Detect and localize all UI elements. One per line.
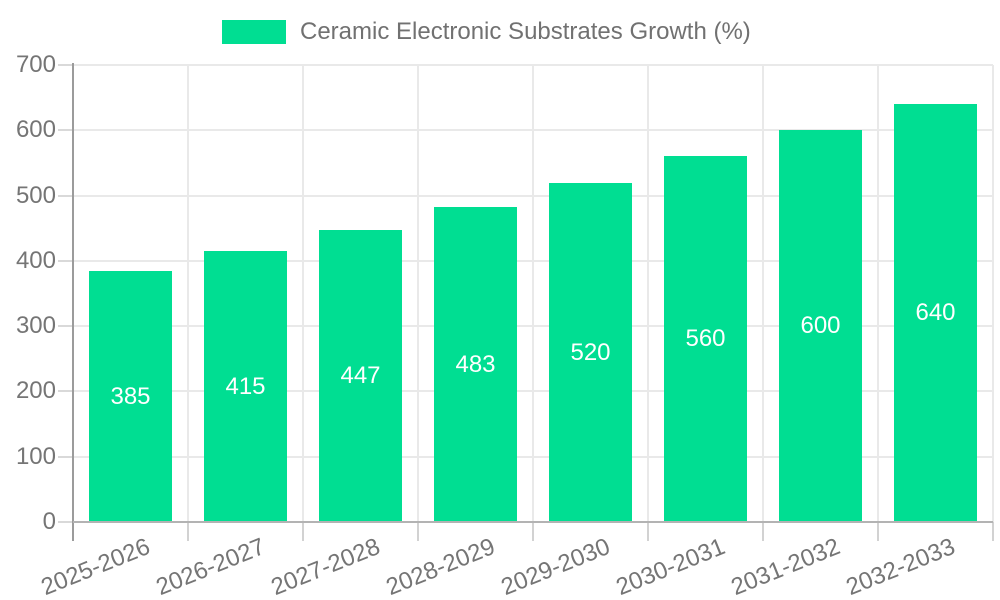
y-axis-tick bbox=[58, 325, 73, 327]
bar[interactable]: 447 bbox=[319, 230, 402, 522]
x-axis-label: 2032-2033 bbox=[842, 533, 959, 600]
y-axis-tick-label: 200 bbox=[15, 377, 56, 404]
y-axis-tick-label: 500 bbox=[15, 182, 56, 209]
y-axis-tick bbox=[58, 390, 73, 392]
x-axis-tick bbox=[647, 522, 649, 541]
gridline-vertical bbox=[992, 65, 994, 522]
y-axis-tick-label: 300 bbox=[15, 312, 56, 339]
gridline-vertical bbox=[647, 65, 649, 522]
bar[interactable]: 640 bbox=[894, 104, 977, 522]
bar-value-label: 600 bbox=[800, 312, 841, 339]
y-axis-tick bbox=[58, 260, 73, 262]
bar-value-label: 560 bbox=[685, 325, 726, 352]
bar[interactable]: 483 bbox=[434, 207, 517, 522]
bar-value-label: 385 bbox=[110, 382, 151, 410]
bar-value-label: 483 bbox=[455, 350, 496, 378]
x-axis-label: 2025-2026 bbox=[37, 533, 154, 600]
bar[interactable]: 415 bbox=[204, 251, 287, 522]
x-axis-tick bbox=[187, 522, 189, 541]
gridline-vertical bbox=[877, 65, 879, 522]
legend-item[interactable]: Ceramic Electronic Substrates Growth (%) bbox=[222, 18, 751, 46]
y-axis-tick-label: 0 bbox=[42, 508, 56, 535]
bar-value-label: 415 bbox=[225, 372, 266, 400]
x-axis-label: 2030-2031 bbox=[612, 533, 729, 600]
legend-swatch bbox=[222, 20, 286, 44]
bar-value-label: 640 bbox=[915, 299, 956, 326]
gridline-vertical bbox=[532, 65, 534, 522]
x-axis-tick bbox=[762, 522, 764, 541]
y-axis-tick-label: 100 bbox=[15, 443, 56, 470]
x-axis-label: 2028-2029 bbox=[382, 533, 499, 600]
y-axis-tick-label: 400 bbox=[15, 247, 56, 274]
legend-label: Ceramic Electronic Substrates Growth (%) bbox=[300, 18, 751, 45]
y-axis-tick-label: 700 bbox=[15, 51, 56, 78]
bar[interactable]: 385 bbox=[89, 271, 172, 522]
y-axis-tick bbox=[58, 129, 73, 131]
bar[interactable]: 520 bbox=[549, 183, 632, 522]
bar[interactable]: 560 bbox=[664, 156, 747, 522]
y-axis-tick bbox=[58, 521, 73, 523]
gridline-vertical bbox=[302, 65, 304, 522]
x-axis-label: 2029-2030 bbox=[497, 533, 614, 600]
x-axis-label: 2027-2028 bbox=[267, 533, 384, 600]
y-axis-tick-label: 600 bbox=[15, 116, 56, 143]
bar-value-label: 447 bbox=[340, 362, 381, 389]
bar-value-label: 520 bbox=[570, 338, 611, 366]
gridline-vertical bbox=[187, 65, 189, 522]
x-axis-label: 2026-2027 bbox=[152, 533, 269, 600]
y-axis-tick bbox=[58, 64, 73, 66]
bar[interactable]: 600 bbox=[779, 130, 862, 522]
y-axis-tick bbox=[58, 195, 73, 197]
y-axis-line bbox=[72, 63, 74, 541]
x-axis-tick bbox=[877, 522, 879, 541]
y-axis-tick bbox=[58, 456, 73, 458]
x-axis-tick bbox=[992, 522, 994, 541]
gridline-vertical bbox=[762, 65, 764, 522]
x-axis-tick bbox=[302, 522, 304, 541]
x-axis-tick bbox=[532, 522, 534, 541]
x-axis-line bbox=[73, 521, 993, 523]
gridline-vertical bbox=[417, 65, 419, 522]
x-axis-tick bbox=[417, 522, 419, 541]
x-axis-label: 2031-2032 bbox=[727, 533, 844, 600]
